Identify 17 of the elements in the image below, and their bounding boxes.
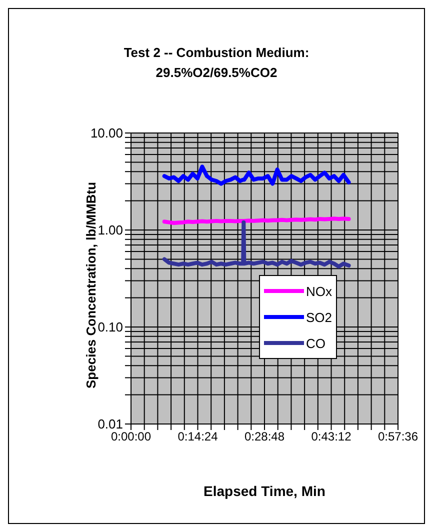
chart-title: Test 2 -- Combustion Medium: 29.5%O2/69.5%CO2 [122, 44, 310, 82]
y-tick-label: 0.01 [98, 416, 123, 432]
x-tick-label: 0:14:24 [178, 430, 218, 444]
legend-label: SO2 [306, 310, 332, 324]
y-tick-label: 1.00 [98, 222, 123, 238]
y-tick-label: 0.10 [98, 320, 123, 335]
x-tick-label: 0:00:00 [110, 430, 152, 444]
line-series [162, 164, 351, 186]
y-axis-title: Species Concentration, lb/MMBtu [84, 182, 99, 388]
x-tick-label: 0:28:48 [244, 430, 285, 444]
x-tick-label: 0:43:12 [311, 430, 352, 444]
line-series [162, 220, 351, 269]
x-tick-label: 0:57:36 [378, 430, 418, 444]
legend-label: CO [306, 336, 326, 350]
y-tick-label: 10.00 [90, 126, 123, 141]
legend-label: NOx [306, 284, 332, 298]
x-axis-title: Elapsed Time, Min [204, 483, 326, 499]
